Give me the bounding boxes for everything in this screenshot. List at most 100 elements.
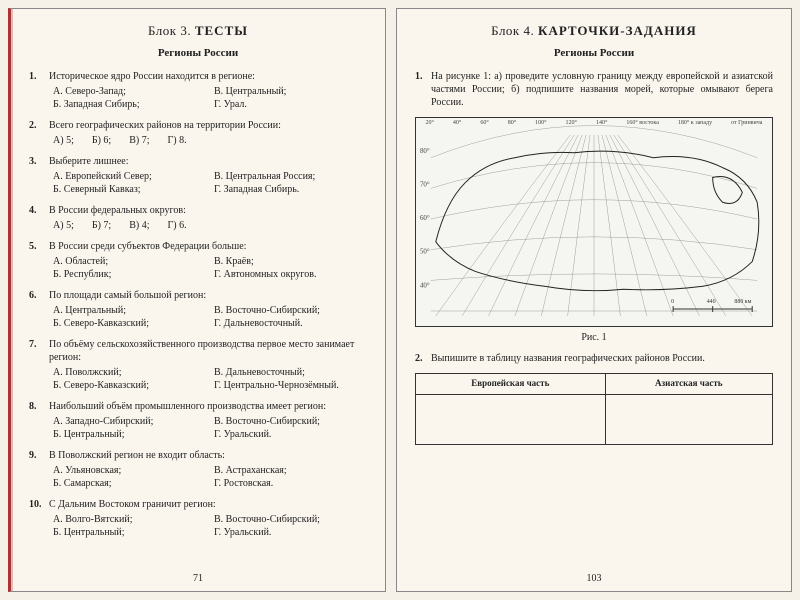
question-number: 7.	[29, 338, 49, 392]
question: 8.Наибольший объём промышленного произво…	[29, 400, 367, 441]
question-number: 1.	[29, 70, 49, 111]
option: Б. Центральный;	[53, 428, 206, 441]
option-text: Уральский.	[224, 527, 272, 538]
option-text: Северо-Кавказский;	[64, 380, 149, 391]
option: Г. Западная Сибирь.	[214, 183, 367, 196]
table-row	[416, 394, 773, 444]
question-body: В Поволжский регион не входит область: А.…	[49, 449, 367, 490]
option-letter: Б.	[53, 429, 64, 440]
table-header: Азиатская часть	[605, 374, 772, 395]
svg-text:0: 0	[671, 299, 674, 305]
option: Г. Урал.	[214, 98, 367, 111]
option-letter: В.	[214, 305, 226, 316]
option: В. Восточно-Сибирский;	[214, 513, 367, 526]
option-letter: Г.	[214, 184, 224, 195]
question-text: По площади самый большой регион:	[49, 289, 367, 302]
question-body: Выберите лишнее:А. Европейский Север;В. …	[49, 155, 367, 196]
option-letter: Г.	[214, 527, 224, 538]
option: Б) 7;	[92, 219, 111, 232]
question: 10.С Дальним Востоком граничит регион:А.…	[29, 498, 367, 539]
option-letter: А.	[53, 171, 65, 182]
table-cell[interactable]	[416, 394, 606, 444]
question-text: В Поволжский регион не входит область:	[49, 449, 367, 462]
option: А. Ульяновская;	[53, 464, 206, 477]
question-body: По площади самый большой регион: А. Центр…	[49, 289, 367, 330]
option-text: Центральный;	[64, 429, 125, 440]
question-number: 6.	[29, 289, 49, 330]
option-letter: Г)	[167, 135, 179, 146]
russia-map-svg: 80°70°60°50°40° 0440880 км	[416, 118, 772, 326]
task-2: 2. Выпишите в таблицу названия географич…	[415, 352, 773, 365]
option-text: Ростовская.	[224, 478, 274, 489]
option: Б. Северный Кавказ;	[53, 183, 206, 196]
left-pagenum: 71	[11, 572, 385, 585]
question: 7.По объёму сельскохозяйственного произв…	[29, 338, 367, 392]
option: Б) 6;	[92, 134, 111, 147]
page-left: Блок 3. ТЕСТЫ Регионы России 1.Историчес…	[8, 8, 386, 592]
option-letter: А.	[53, 416, 65, 427]
question-body: В России среди субъектов Федерации больш…	[49, 240, 367, 281]
option: Г. Уральский.	[214, 428, 367, 441]
question: 2.Всего географических районов на террит…	[29, 119, 367, 147]
question: 1.Историческое ядро России находится в р…	[29, 70, 367, 111]
svg-text:60°: 60°	[420, 215, 430, 222]
question-body: Наибольший объём промышленного производс…	[49, 400, 367, 441]
question-options: А. Центральный;В. Восточно-Сибирский;Б. …	[49, 304, 367, 330]
option: А) 5;	[53, 134, 74, 147]
option: Б. Северо-Кавказский;	[53, 317, 206, 330]
question-options: А. Областей;В. Краёв;Б. Республик;Г. Авт…	[49, 255, 367, 281]
question-body: В России федеральных округов:А) 5;Б) 7;В…	[49, 204, 367, 232]
option-text: 6.	[179, 220, 187, 231]
option-text: Поволжский;	[65, 367, 121, 378]
option-text: Краёв;	[226, 256, 254, 267]
question-number: 5.	[29, 240, 49, 281]
option: Б. Западная Сибирь;	[53, 98, 206, 111]
option: В. Краёв;	[214, 255, 367, 268]
option-letter: А.	[53, 465, 65, 476]
question-body: По объёму сельскохозяйственного производ…	[49, 338, 367, 392]
option-letter: В.	[214, 86, 226, 97]
option-text: Западная Сибирь.	[224, 184, 300, 195]
option-letter: В.	[214, 367, 226, 378]
option-letter: Б.	[53, 380, 64, 391]
option: В. Восточно-Сибирский;	[214, 304, 367, 317]
option: А) 5;	[53, 219, 74, 232]
question-number: 10.	[29, 498, 49, 539]
question: 6.По площади самый большой регион: А. Цен…	[29, 289, 367, 330]
question-options: А. Ульяновская;В. Астраханская;Б. Самарс…	[49, 464, 367, 490]
option-text: Центральный;	[64, 527, 125, 538]
option-text: Северо-Запад;	[65, 86, 126, 97]
option-text: Ульяновская;	[65, 465, 121, 476]
svg-text:80°: 80°	[420, 148, 430, 155]
option: А. Европейский Север;	[53, 170, 206, 183]
right-pagenum: 103	[397, 572, 791, 585]
task-1-num: 1.	[415, 70, 431, 109]
option-letter: Б.	[53, 527, 64, 538]
option: Г. Дальневосточный.	[214, 317, 367, 330]
map-lon-labels: 20°40°60°80°100°120°140°160° востока180°…	[416, 120, 772, 128]
option: В. Центральный;	[214, 85, 367, 98]
option-text: Самарская;	[64, 478, 112, 489]
option: Б. Северо-Кавказский;	[53, 379, 206, 392]
option-letter: Б)	[92, 135, 104, 146]
option: В. Астраханская;	[214, 464, 367, 477]
option-letter: В.	[214, 256, 226, 267]
russia-outline	[436, 151, 759, 291]
option-letter: В.	[214, 171, 226, 182]
option-letter: Г.	[214, 99, 224, 110]
option-letter: Г)	[167, 220, 179, 231]
option: Г) 8.	[167, 134, 186, 147]
option-letter: А.	[53, 305, 65, 316]
question-options: А) 5;Б) 6;В) 7;Г) 8.	[49, 134, 367, 147]
task-2-num: 2.	[415, 352, 431, 365]
option: А. Западно-Сибирский;	[53, 415, 206, 428]
task-1-text: На рисунке 1: а) проведите условную гран…	[431, 70, 773, 109]
table-cell[interactable]	[605, 394, 772, 444]
map-figure: 20°40°60°80°100°120°140°160° востока180°…	[415, 117, 773, 327]
task-2-text: Выпишите в таблицу названия географическ…	[431, 352, 773, 365]
right-section-title: Регионы России	[415, 46, 773, 60]
option-text: Дальневосточный.	[224, 318, 303, 329]
lon-label: 120°	[566, 120, 577, 128]
option-text: Республик;	[64, 269, 112, 280]
question-options: А. Северо-Запад;В. Центральный;Б. Западн…	[49, 85, 367, 111]
